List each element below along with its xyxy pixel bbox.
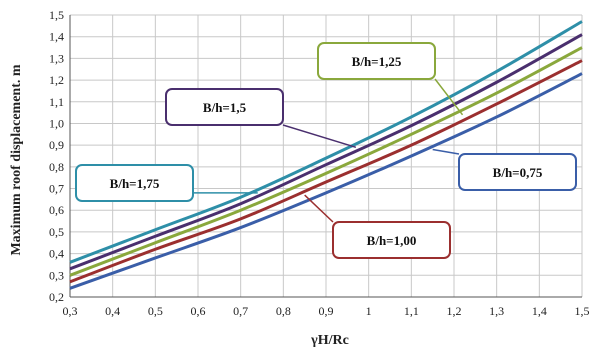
x-tick-label: 1,3	[489, 304, 504, 318]
series-line-b-h-1-00	[69, 59, 583, 284]
y-tick-label: 0,3	[49, 268, 64, 282]
series-line-b-h-1-5	[69, 33, 583, 271]
callout-leader	[432, 148, 460, 155]
x-tick-label: 1,4	[532, 304, 547, 318]
callout-leader	[304, 194, 334, 223]
callout-box	[317, 42, 436, 80]
y-tick-label: 0,8	[49, 160, 64, 174]
x-tick-label: 1	[366, 304, 372, 318]
callout-leader	[434, 78, 464, 116]
callout-label: B/h=1,75	[110, 176, 160, 191]
callout-label: B/h=0,75	[493, 165, 543, 180]
series-line-b-h-0-75	[69, 72, 583, 290]
y-tick-label: 0,6	[49, 203, 64, 217]
y-tick-label: 1,2	[49, 73, 64, 87]
callout-label: B/h=1,25	[352, 54, 402, 69]
callout-label: B/h=1,5	[203, 100, 247, 115]
x-tick-label: 1,5	[575, 304, 590, 318]
series-layer	[69, 20, 583, 290]
x-tick-label: 0,8	[276, 304, 291, 318]
y-tick-label: 1,3	[49, 51, 64, 65]
x-tick-label: 0,9	[319, 304, 334, 318]
y-tick-label: 0,4	[49, 247, 64, 261]
x-tick-label: 0,5	[148, 304, 163, 318]
y-tick-label: 0,7	[49, 182, 64, 196]
y-tick-label: 0,2	[49, 290, 64, 304]
y-axis-title: Maximum roof displacement. m	[9, 64, 24, 255]
x-axis-title: γH/Rc	[310, 333, 349, 348]
callout-box	[165, 88, 284, 126]
callout-box	[458, 153, 577, 191]
callout-leader	[282, 124, 357, 149]
y-tick-label: 0,5	[49, 225, 64, 239]
callout-box	[332, 221, 451, 259]
y-tick-label: 1,1	[49, 95, 64, 109]
series-line-b-h-1-25	[69, 46, 583, 277]
series-line-b-h-1-75	[69, 20, 583, 264]
x-tick-label: 0,7	[233, 304, 248, 318]
callout-layer: B/h=1,25 B/h=1,5 B/h=1,75 B/h=0,75 B/h=1,00	[75, 42, 577, 259]
axis-layer: 0,20,30,40,50,60,70,80,91,01,11,21,31,41…	[49, 8, 590, 318]
callout-label: B/h=1,00	[367, 233, 417, 248]
y-tick-label: 0,9	[49, 138, 64, 152]
x-tick-label: 0,4	[105, 304, 120, 318]
y-tick-label: 1,5	[49, 8, 64, 22]
y-tick-label: 1,4	[49, 30, 64, 44]
x-tick-label: 1,1	[404, 304, 419, 318]
x-tick-label: 0,3	[63, 304, 78, 318]
x-tick-label: 0,6	[191, 304, 206, 318]
y-tick-label: 1,0	[49, 116, 64, 130]
x-tick-label: 1,2	[447, 304, 462, 318]
callout-box	[75, 164, 194, 202]
